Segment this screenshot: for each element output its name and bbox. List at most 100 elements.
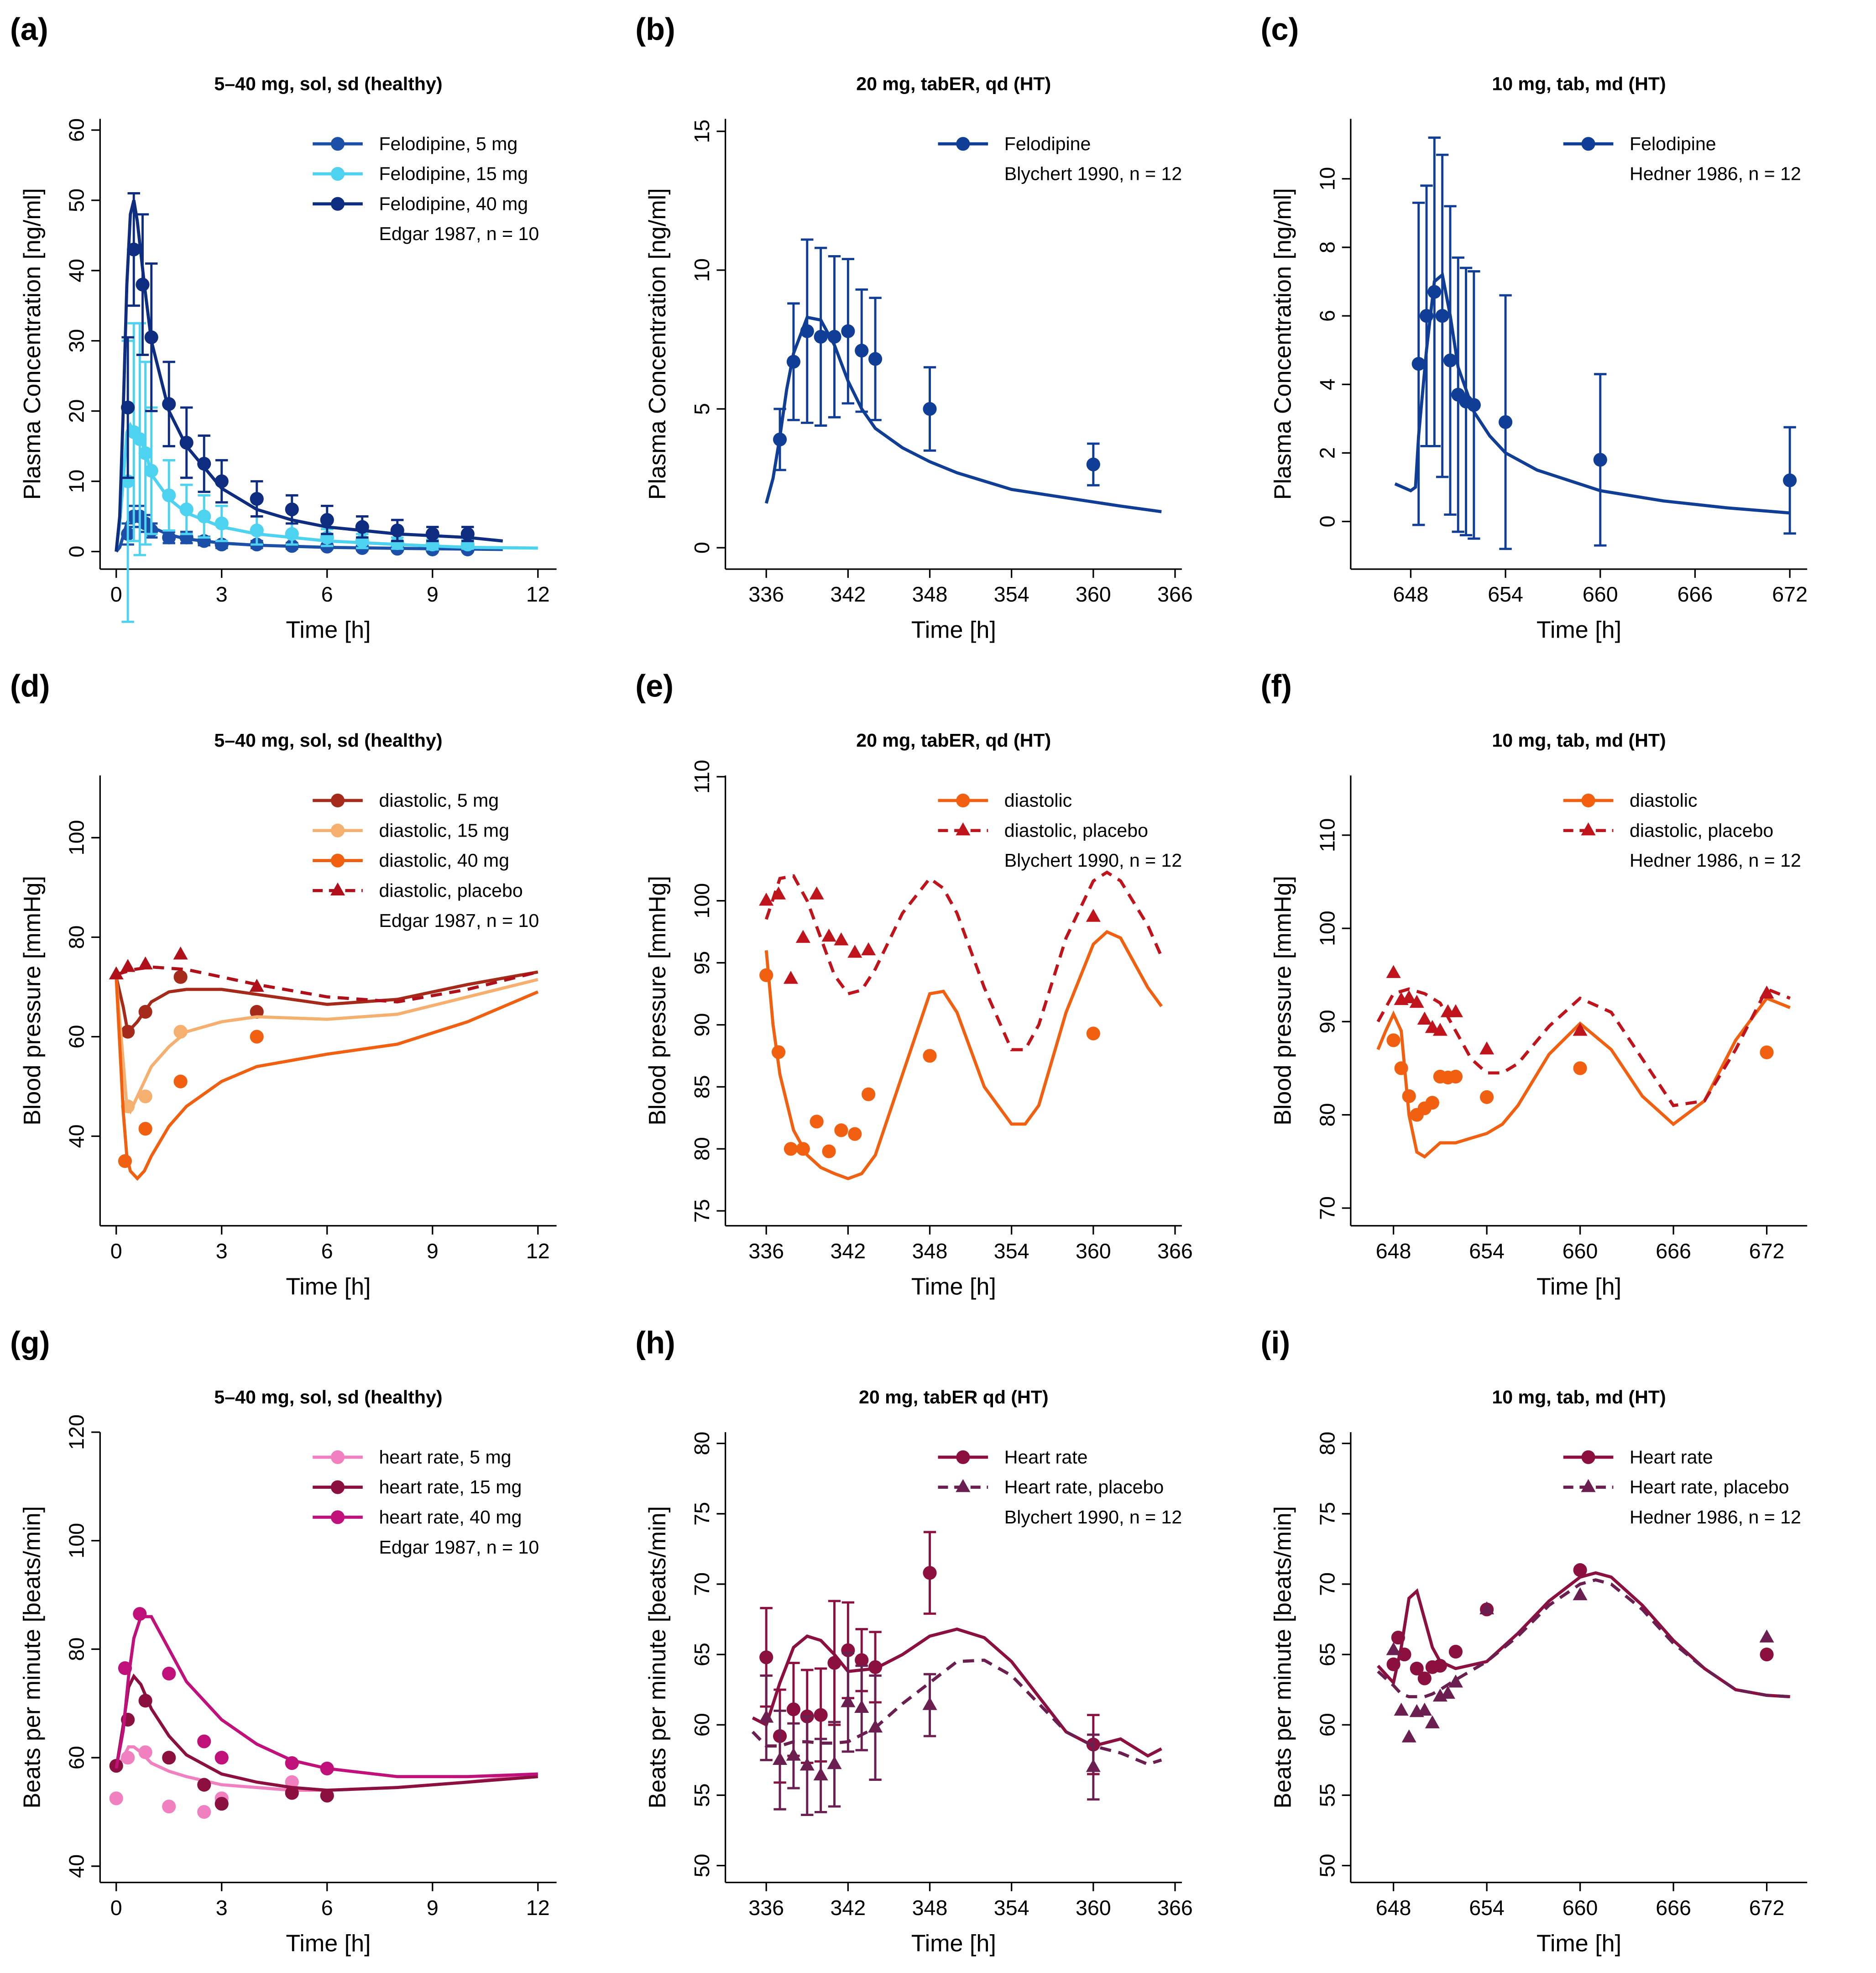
- legend-note: Edgar 1987, n = 10: [379, 1537, 539, 1558]
- data-point: [773, 432, 787, 446]
- data-point: [162, 1800, 176, 1814]
- data-point: [197, 1805, 211, 1819]
- x-tick-label: 0: [110, 1896, 122, 1920]
- data-point: [847, 945, 862, 958]
- legend-label: diastolic: [1630, 790, 1697, 811]
- data-point: [1440, 1685, 1455, 1699]
- data-point: [1394, 1702, 1409, 1716]
- y-tick-label: 4: [1315, 378, 1339, 390]
- legend-label: Felodipine: [1630, 133, 1716, 154]
- y-axis-label: Beats per minute [beats/min]: [644, 1506, 671, 1809]
- y-tick-label: 0: [1315, 516, 1339, 528]
- data-point: [320, 1761, 334, 1776]
- legend-marker: [956, 793, 970, 808]
- x-tick-label: 12: [526, 1896, 550, 1920]
- legend-note: Edgar 1987, n = 10: [379, 223, 539, 244]
- x-tick-label: 366: [1157, 582, 1193, 606]
- model-line: [764, 870, 1163, 1052]
- legend-label: heart rate, 5 mg: [379, 1446, 511, 1467]
- data-point: [1086, 909, 1101, 922]
- x-tick-label: 6: [321, 1239, 333, 1263]
- data-point: [868, 1719, 883, 1733]
- data-point: [1425, 1715, 1440, 1728]
- y-tick-label: 40: [65, 259, 89, 283]
- data-point: [109, 1791, 123, 1806]
- legend-note: Blychert 1990, n = 12: [1004, 1507, 1182, 1528]
- data-point: [821, 928, 836, 942]
- legend-label: Felodipine, 40 mg: [379, 193, 528, 214]
- legend-marker: [956, 822, 971, 836]
- data-point: [162, 488, 176, 502]
- x-tick-label: 336: [748, 1896, 784, 1920]
- data-point: [848, 1127, 862, 1141]
- legend-note: Blychert 1990, n = 12: [1004, 850, 1182, 871]
- data-point: [810, 1115, 824, 1129]
- data-point: [127, 242, 141, 256]
- y-tick-label: 100: [65, 1523, 89, 1559]
- data-point: [1411, 357, 1426, 371]
- legend-note: Hedner 1986, n = 12: [1630, 1507, 1801, 1528]
- legend-label: heart rate, 15 mg: [379, 1476, 522, 1497]
- model-line: [764, 315, 1162, 513]
- data-point: [1409, 994, 1424, 1008]
- data-point: [1394, 1061, 1408, 1075]
- data-point: [162, 397, 176, 411]
- data-point: [759, 968, 773, 982]
- x-tick-label: 12: [526, 1239, 550, 1263]
- data-point: [1402, 1089, 1416, 1103]
- legend-label: diastolic, 40 mg: [379, 850, 509, 871]
- data-point: [862, 1087, 876, 1101]
- x-tick-label: 336: [748, 1239, 784, 1263]
- data-point: [250, 492, 264, 506]
- x-tick-label: 360: [1076, 582, 1111, 606]
- model-line: [1377, 1571, 1790, 1699]
- x-tick-label: 366: [1157, 1239, 1193, 1263]
- y-tick-label: 10: [690, 258, 714, 282]
- legend-marker: [1581, 793, 1595, 808]
- legend-marker: [330, 793, 345, 808]
- data-point: [214, 516, 229, 530]
- legend-marker: [956, 1450, 970, 1464]
- data-point: [1573, 1023, 1588, 1036]
- data-point: [285, 539, 299, 553]
- data-point: [1419, 309, 1434, 323]
- data-point: [320, 513, 334, 527]
- data-point: [138, 1694, 152, 1708]
- model-line: [751, 1659, 1162, 1766]
- data-point: [827, 330, 841, 344]
- data-point: [214, 1797, 229, 1811]
- data-point: [773, 1752, 788, 1765]
- x-tick-label: 654: [1488, 582, 1523, 606]
- data-point: [1086, 1026, 1100, 1041]
- data-point: [784, 1142, 798, 1156]
- x-tick-label: 342: [830, 582, 866, 606]
- data-point: [1448, 1069, 1463, 1084]
- y-tick-label: 60: [65, 1746, 89, 1769]
- y-tick-label: 6: [1315, 310, 1339, 322]
- data-point: [1467, 398, 1481, 412]
- x-tick-label: 354: [994, 1239, 1029, 1263]
- y-tick-label: 100: [690, 883, 714, 919]
- x-tick-label: 360: [1076, 1896, 1111, 1920]
- y-tick-label: 2: [1315, 447, 1339, 459]
- y-tick-label: 0: [690, 542, 714, 554]
- y-tick-label: 50: [1315, 1854, 1339, 1878]
- x-tick-label: 348: [912, 1896, 948, 1920]
- data-point: [1479, 1041, 1495, 1055]
- legend-note: Blychert 1990, n = 12: [1004, 163, 1182, 184]
- legend-marker: [956, 1479, 971, 1492]
- data-point: [841, 324, 855, 338]
- data-point: [138, 956, 153, 970]
- data-point: [923, 1566, 937, 1580]
- data-point: [783, 971, 798, 984]
- legend-note: Hedner 1986, n = 12: [1630, 850, 1801, 871]
- chart-title: 20 mg, tabER, qd (HT): [856, 730, 1051, 751]
- data-point: [1435, 309, 1449, 323]
- legend-marker: [330, 1510, 345, 1524]
- x-axis-label: Time [h]: [1536, 1930, 1621, 1957]
- data-point: [1086, 457, 1100, 471]
- data-point: [1573, 1587, 1588, 1601]
- x-axis-label: Time [h]: [286, 1930, 371, 1957]
- x-tick-label: 354: [994, 582, 1029, 606]
- legend-label: diastolic, placebo: [1630, 820, 1773, 841]
